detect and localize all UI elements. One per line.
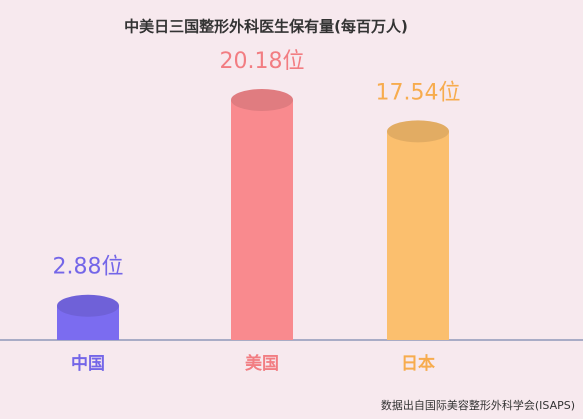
bar-cap	[231, 89, 293, 111]
value-label: 20.18位	[220, 49, 305, 74]
bar-cap	[387, 120, 449, 143]
bar-cap	[57, 294, 119, 317]
chart-title: 中美日三国整形外科医生保有量(每百万人)	[124, 18, 408, 36]
x-tick-label: 美国	[245, 353, 279, 374]
value-label: 17.54位	[376, 80, 461, 105]
x-tick-label: 中国	[71, 353, 105, 374]
x-tick-label: 日本	[401, 353, 435, 374]
bar	[231, 100, 293, 340]
bar	[387, 131, 449, 340]
value-label: 2.88位	[53, 255, 124, 280]
source-note: 数据出自国际美容整形外科学会(ISAPS)	[381, 398, 575, 412]
